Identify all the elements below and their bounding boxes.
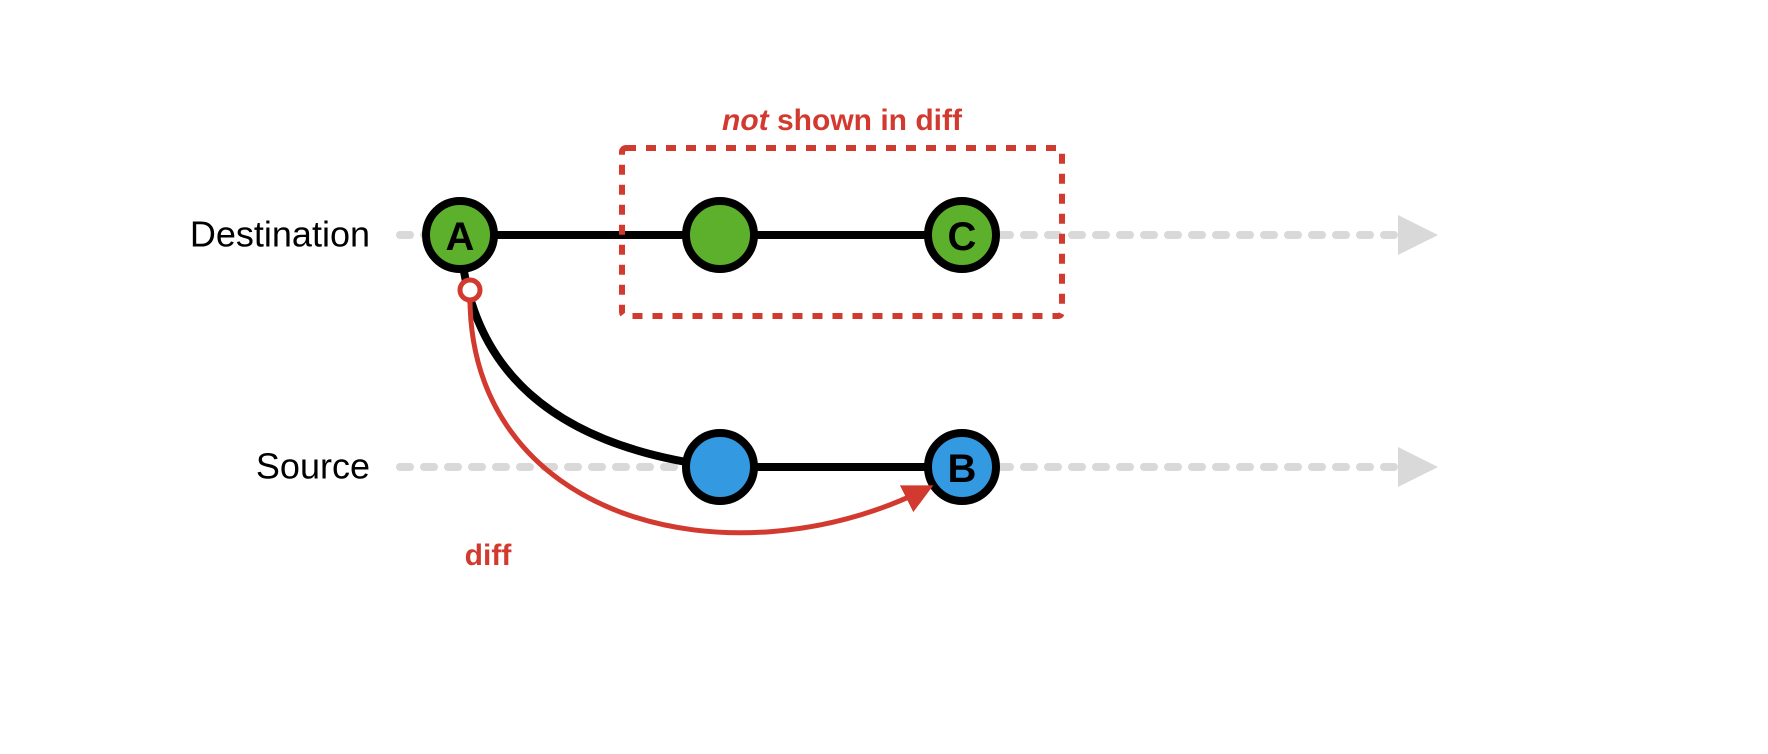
branch-label-source: Source: [256, 446, 370, 487]
node-mid1: [686, 201, 754, 269]
branch-label-destination: Destination: [190, 214, 370, 255]
node-label-A: A: [446, 215, 475, 259]
not-shown-label: not shown in diff: [722, 104, 963, 137]
node-label-B: B: [948, 447, 977, 491]
node-mid2: [686, 433, 754, 501]
diff-arrow-origin: [460, 280, 480, 300]
node-label-C: C: [948, 215, 977, 259]
diff-label: diff: [465, 539, 513, 572]
edge-A-mid2: [460, 235, 720, 467]
